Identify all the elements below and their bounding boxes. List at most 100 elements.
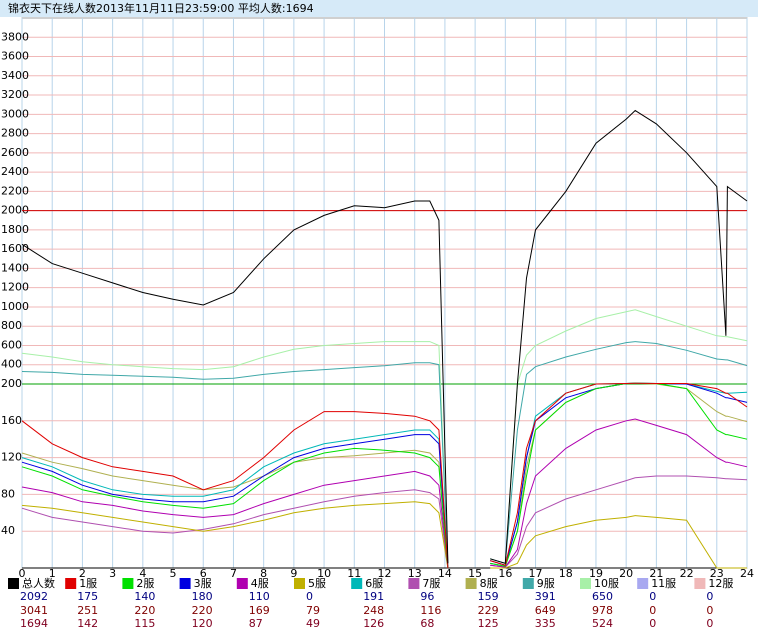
legend-swatch	[637, 578, 649, 589]
y-tick-label: 2400	[1, 165, 29, 178]
stat-max: 116	[420, 604, 441, 617]
series-line	[21, 109, 748, 565]
stat-current: 180	[192, 590, 213, 603]
x-tick-label: 8	[260, 567, 267, 580]
legend-label: 9服	[537, 577, 555, 590]
legend-label: 5服	[308, 577, 326, 590]
legend-swatch	[8, 578, 19, 589]
x-tick-label: 21	[649, 567, 663, 580]
x-tick-label: 5	[170, 567, 177, 580]
x-tick-label: 6	[200, 567, 207, 580]
x-tick-label: 24	[740, 567, 754, 580]
legend-swatch	[122, 578, 134, 589]
y-tick-label: 400	[1, 358, 22, 371]
stat-max: 649	[535, 604, 556, 617]
y-tick-label: 2600	[1, 146, 29, 159]
legend-swatch	[522, 578, 534, 589]
x-tick-label: 16	[498, 567, 512, 580]
x-tick-label: 23	[710, 567, 724, 580]
x-tick-label: 14	[438, 567, 452, 580]
legend-swatch	[294, 578, 305, 589]
y-tick-label: 1800	[1, 223, 29, 236]
stat-avg: 142	[77, 617, 98, 630]
y-tick-label: 1400	[1, 261, 29, 274]
x-tick-label: 1	[49, 567, 56, 580]
title-bar	[0, 0, 758, 17]
legend-swatch	[351, 578, 363, 589]
chart-title: 锦衣天下在线人数2013年11月11日23:59:00 平均人数:1694	[8, 1, 314, 15]
x-tick-label: 19	[589, 567, 603, 580]
stat-avg: 49	[306, 617, 320, 630]
y-tick-label: 3000	[1, 107, 29, 120]
y-tick-label: 3600	[1, 50, 29, 63]
legend-swatch	[694, 578, 706, 589]
stat-current: 650	[592, 590, 613, 603]
stat-avg: 0	[706, 617, 713, 630]
series-line	[21, 418, 748, 569]
stat-avg: 126	[363, 617, 384, 630]
stat-avg: 120	[192, 617, 213, 630]
x-tick-label: 9	[290, 567, 297, 580]
y-tick-label: 1200	[1, 281, 29, 294]
y-tick-label: 2000	[1, 204, 29, 217]
x-tick-label: 15	[468, 567, 482, 580]
stat-current: 0	[306, 590, 313, 603]
y-tick-label: 80	[1, 487, 15, 500]
x-tick-label: 17	[529, 567, 543, 580]
stat-current: 2092	[20, 590, 48, 603]
y-tick-label: 3200	[1, 88, 29, 101]
x-tick-label: 22	[680, 567, 694, 580]
y-tick-label: 40	[1, 524, 15, 537]
x-tick-label: 0	[19, 567, 26, 580]
x-tick-label: 11	[347, 567, 361, 580]
stat-avg: 1694	[20, 617, 48, 630]
stat-current: 175	[77, 590, 98, 603]
legend-label: 7服	[422, 577, 440, 590]
legend-label: 11服	[651, 577, 676, 590]
legend-label: 10服	[594, 577, 619, 590]
stat-current: 96	[420, 590, 434, 603]
legend-swatch	[580, 578, 591, 589]
stat-max: 978	[592, 604, 613, 617]
legend-swatch	[408, 578, 420, 589]
y-tick-label: 3400	[1, 69, 29, 82]
legend-swatch	[179, 578, 191, 589]
stat-avg: 524	[592, 617, 613, 630]
stat-max: 220	[134, 604, 155, 617]
stat-avg: 68	[420, 617, 434, 630]
legend-label: 总人数	[22, 576, 55, 590]
stat-current: 0	[649, 590, 656, 603]
y-tick-label: 1600	[1, 242, 29, 255]
stat-avg: 115	[134, 617, 155, 630]
series-line	[21, 501, 747, 569]
stat-current: 191	[363, 590, 384, 603]
stat-avg: 125	[478, 617, 499, 630]
legend-swatch	[236, 578, 248, 589]
legend-label: 2服	[136, 577, 154, 590]
stat-max: 229	[478, 604, 499, 617]
stat-avg: 87	[249, 617, 263, 630]
x-tick-label: 13	[408, 567, 422, 580]
legend-label: 8服	[480, 577, 498, 590]
stat-max: 3041	[20, 604, 48, 617]
series-line	[21, 309, 748, 565]
stat-avg: 0	[649, 617, 656, 630]
legend-label: 12服	[708, 577, 733, 590]
y-tick-label: 600	[1, 338, 22, 351]
y-tick-label: 200	[1, 377, 22, 390]
x-tick-label: 18	[559, 567, 573, 580]
y-tick-label: 800	[1, 319, 22, 332]
series-line	[21, 382, 748, 569]
x-tick-label: 12	[378, 567, 392, 580]
series-line	[21, 475, 748, 569]
stat-max: 220	[192, 604, 213, 617]
stat-current: 159	[478, 590, 499, 603]
legend-label: 4服	[251, 577, 269, 590]
y-tick-label: 2800	[1, 127, 29, 140]
x-tick-label: 4	[139, 567, 146, 580]
stat-current: 0	[706, 590, 713, 603]
stat-current: 391	[535, 590, 556, 603]
stat-max: 251	[77, 604, 98, 617]
x-tick-label: 7	[230, 567, 237, 580]
